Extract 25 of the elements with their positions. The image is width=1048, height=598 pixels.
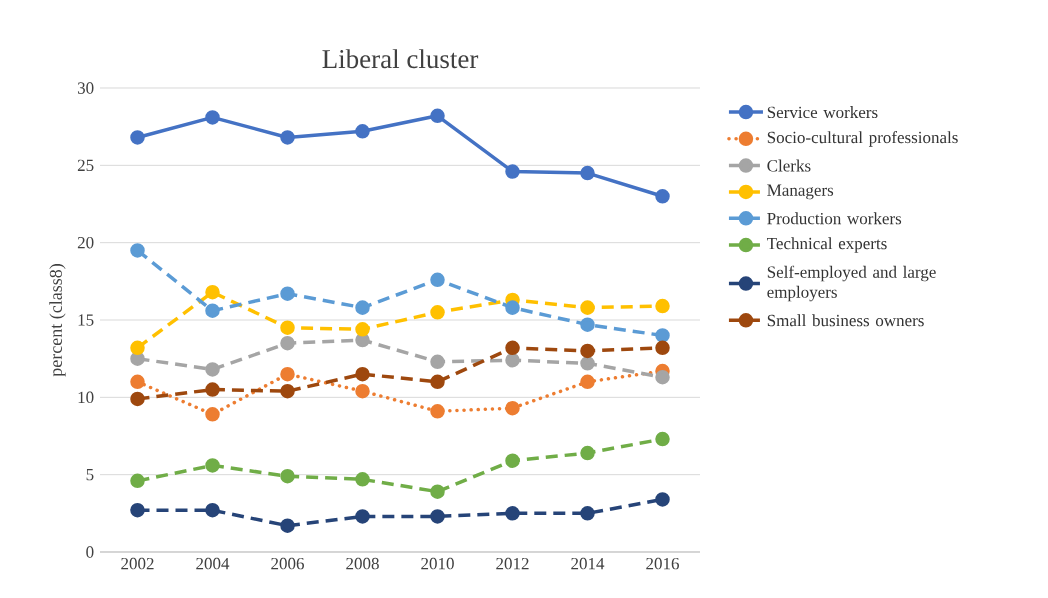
y-tick-label: 30 <box>77 82 94 94</box>
legend-label: Socio-cultural professionals <box>767 131 958 147</box>
y-axis-title: percent (class8) <box>49 264 66 377</box>
y-tick-label: 0 <box>86 546 94 558</box>
y-tick-label: 10 <box>78 391 94 404</box>
legend-label: Self-employed and large employers <box>767 265 936 302</box>
x-tick-label: 2010 <box>421 557 454 570</box>
x-tick-label: 2014 <box>571 557 605 570</box>
x-tick-label: 2004 <box>196 557 230 570</box>
legend-label: Managers <box>767 184 834 200</box>
y-tick-label: 5 <box>86 469 94 481</box>
x-tick-label: 2006 <box>271 557 304 570</box>
legend-label: Service workers <box>767 106 878 119</box>
x-tick-label: 2002 <box>121 557 154 570</box>
x-tick-label: 2016 <box>646 557 679 570</box>
x-tick-label: 2012 <box>496 557 529 570</box>
y-tick-label: 20 <box>77 236 94 249</box>
legend-label: Clerks <box>767 159 811 172</box>
legend-label: Production workers <box>767 212 902 225</box>
x-tick-label: 2008 <box>346 557 379 570</box>
y-tick-label: 15 <box>78 314 94 326</box>
legend-label: Technical experts <box>767 237 887 253</box>
chart-title: Liberal cluster <box>322 49 479 69</box>
y-tick-label: 25 <box>77 159 94 172</box>
legend-label: Small business owners <box>767 314 924 327</box>
